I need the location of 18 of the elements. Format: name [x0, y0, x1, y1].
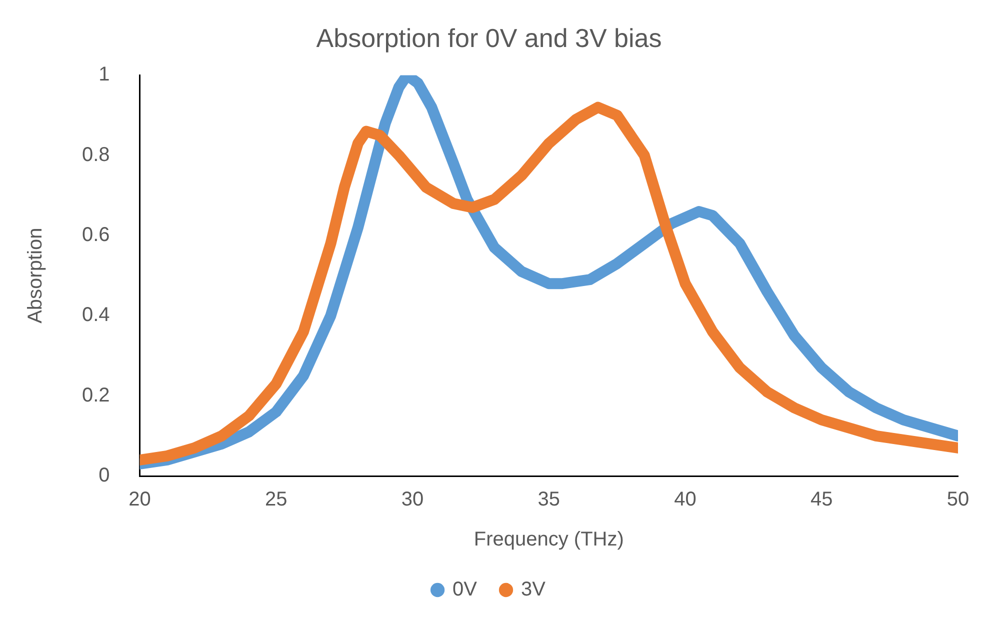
y-tick-label: 0 [98, 464, 110, 487]
y-tick-label: 0.4 [82, 304, 110, 326]
x-tick-label: 20 [128, 488, 151, 511]
y-tick-label: 0.6 [82, 224, 110, 246]
x-axis-title: Frequency (THz) [474, 528, 624, 551]
y-tick-label: 1 [98, 64, 110, 86]
legend-label: 0V [452, 578, 478, 601]
x-tick-label: 40 [674, 488, 696, 511]
y-axis-title: Absorption [24, 228, 47, 324]
x-tick-label: 25 [265, 488, 288, 511]
x-tick-label: 35 [538, 488, 560, 511]
y-tick-label: 0.8 [82, 144, 110, 166]
y-tick-label: 0.2 [82, 384, 110, 406]
legend-label: 3V [521, 578, 546, 601]
x-tick-label: 45 [810, 488, 833, 511]
x-tick-label: 50 [946, 488, 970, 511]
chart-title: Absorption for 0V and 3V bias [316, 22, 662, 53]
x-tick-label: 30 [401, 488, 424, 511]
